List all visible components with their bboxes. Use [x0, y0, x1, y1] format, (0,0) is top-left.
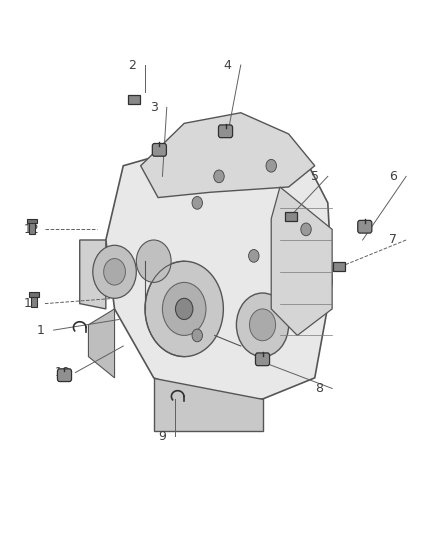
Circle shape: [136, 240, 171, 282]
Circle shape: [93, 245, 136, 298]
FancyBboxPatch shape: [219, 125, 233, 138]
Polygon shape: [80, 240, 106, 309]
FancyBboxPatch shape: [57, 369, 71, 382]
Circle shape: [301, 223, 311, 236]
Text: 11: 11: [24, 297, 40, 310]
FancyBboxPatch shape: [255, 353, 269, 366]
Text: 3: 3: [150, 101, 158, 114]
Circle shape: [249, 249, 259, 262]
Text: 7: 7: [389, 233, 397, 246]
Text: 8: 8: [315, 382, 323, 395]
Circle shape: [192, 329, 202, 342]
Text: 6: 6: [389, 170, 397, 183]
FancyBboxPatch shape: [152, 143, 166, 156]
Text: 2: 2: [128, 59, 136, 71]
FancyBboxPatch shape: [358, 220, 372, 233]
Bar: [29, 292, 39, 296]
Circle shape: [176, 298, 193, 319]
Text: 10: 10: [54, 366, 70, 379]
Circle shape: [192, 197, 202, 209]
Bar: [31, 295, 37, 306]
Polygon shape: [106, 139, 332, 399]
Text: 9: 9: [159, 430, 166, 443]
Circle shape: [214, 170, 224, 183]
Bar: [29, 222, 35, 233]
Polygon shape: [154, 378, 262, 431]
Text: 1: 1: [37, 324, 45, 337]
Bar: [285, 212, 297, 221]
Polygon shape: [271, 187, 332, 335]
Bar: [27, 219, 37, 223]
Circle shape: [266, 159, 276, 172]
Bar: [128, 95, 140, 104]
Circle shape: [162, 282, 206, 335]
Circle shape: [104, 259, 125, 285]
Text: 4: 4: [224, 59, 232, 71]
Text: 12: 12: [24, 223, 40, 236]
Circle shape: [237, 293, 289, 357]
Circle shape: [145, 261, 223, 357]
Bar: [332, 262, 345, 271]
Text: 5: 5: [311, 170, 319, 183]
Polygon shape: [88, 309, 115, 378]
Circle shape: [250, 309, 276, 341]
Polygon shape: [141, 113, 315, 198]
